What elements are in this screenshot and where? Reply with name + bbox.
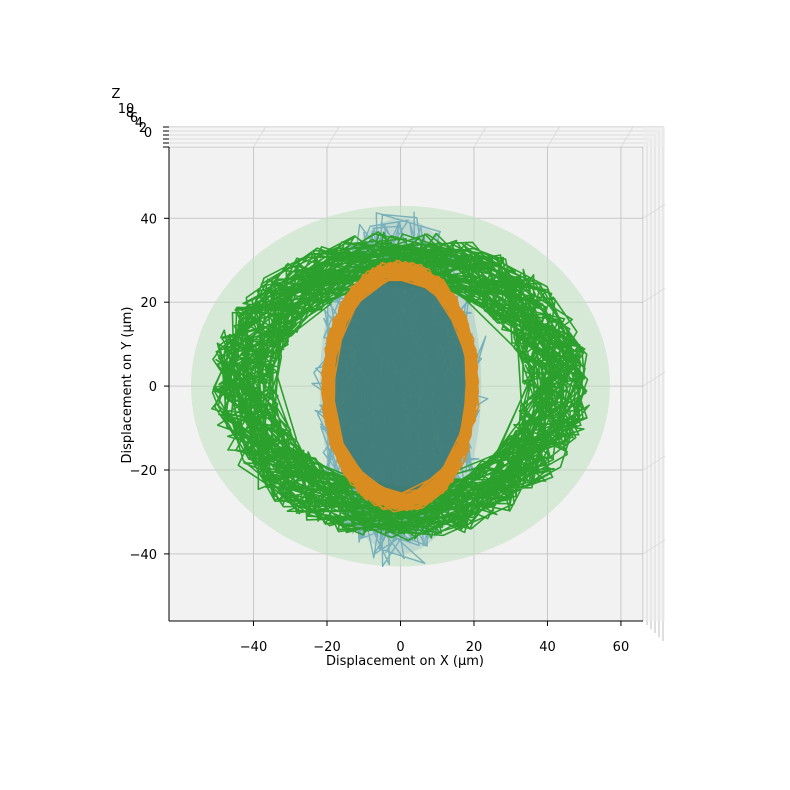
y-tick-label: 0 — [149, 380, 157, 395]
trace-line — [320, 259, 480, 513]
z-tick-label: 10 — [118, 102, 135, 117]
z-tick-label: 4 — [135, 116, 143, 131]
x-tick-label: 0 — [396, 640, 404, 655]
trajectory-traces — [191, 205, 610, 567]
x-axis-label: Displacement on X (μm) — [326, 654, 484, 669]
x-tick-label: −40 — [240, 640, 267, 655]
z-tick-label: 8 — [126, 106, 134, 121]
trace-series — [320, 259, 480, 513]
z-side-pane — [643, 127, 665, 621]
y-tick-label: 20 — [140, 296, 157, 311]
z-top-pane — [169, 127, 665, 147]
z-axis-label: Z — [112, 87, 121, 102]
z-tick-label: 0 — [144, 126, 152, 141]
y-tick-label: 40 — [140, 212, 157, 227]
x-tick-label: 20 — [466, 640, 483, 655]
trace-line — [211, 231, 590, 542]
z-tick-label: 2 — [139, 121, 147, 136]
trace-fill — [327, 268, 474, 504]
y-axis-label: Displacement on Y (μm) — [120, 307, 135, 464]
x-tick-label: 60 — [613, 640, 630, 655]
y-tick-label: −40 — [130, 548, 157, 563]
x-tick-label: −20 — [313, 640, 340, 655]
y-tick-label: −20 — [130, 464, 157, 479]
z-tick-label: 6 — [130, 111, 138, 126]
z-axis-panes — [167, 126, 665, 641]
x-tick-label: 40 — [539, 640, 556, 655]
